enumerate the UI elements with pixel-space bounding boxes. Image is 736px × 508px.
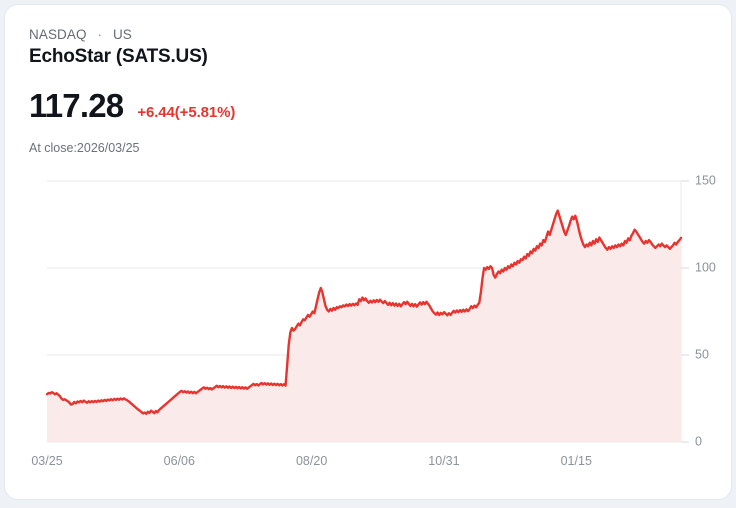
y-axis-label: 150 — [695, 173, 716, 187]
price-area-fill — [47, 210, 681, 442]
y-axis-label: 50 — [695, 347, 709, 361]
x-axis-label: 06/06 — [164, 454, 195, 468]
y-axis-label: 100 — [695, 260, 716, 274]
at-close-timestamp: At close:2026/03/25 — [29, 141, 140, 155]
quote-row: 117.28 +6.44(+5.81%) — [29, 87, 235, 125]
current-price: 117.28 — [29, 87, 124, 124]
x-axis-label: 03/25 — [31, 454, 62, 468]
page-title: EchoStar (SATS.US) — [29, 46, 208, 67]
exchange-region-row: NASDAQ · US — [29, 27, 132, 42]
separator-dot: · — [97, 27, 103, 42]
price-line — [45, 209, 683, 416]
x-axis-label: 10/31 — [428, 454, 459, 468]
price-chart[interactable]: 0 50 100 150 03/25 06/06 08/20 10/31 01/15 — [5, 165, 732, 475]
price-change: +6.44(+5.81%) — [137, 104, 236, 121]
stock-quote-card: NASDAQ · US EchoStar (SATS.US) 117.28 +6… — [4, 4, 732, 500]
y-axis-label: 0 — [695, 434, 702, 448]
x-axis-label: 01/15 — [561, 454, 592, 468]
region-label: US — [112, 27, 132, 42]
price-chart-svg[interactable]: 0 50 100 150 03/25 06/06 08/20 10/31 01/15 — [5, 165, 732, 475]
exchange-name: NASDAQ — [29, 27, 87, 42]
x-axis-label: 08/20 — [296, 454, 327, 468]
